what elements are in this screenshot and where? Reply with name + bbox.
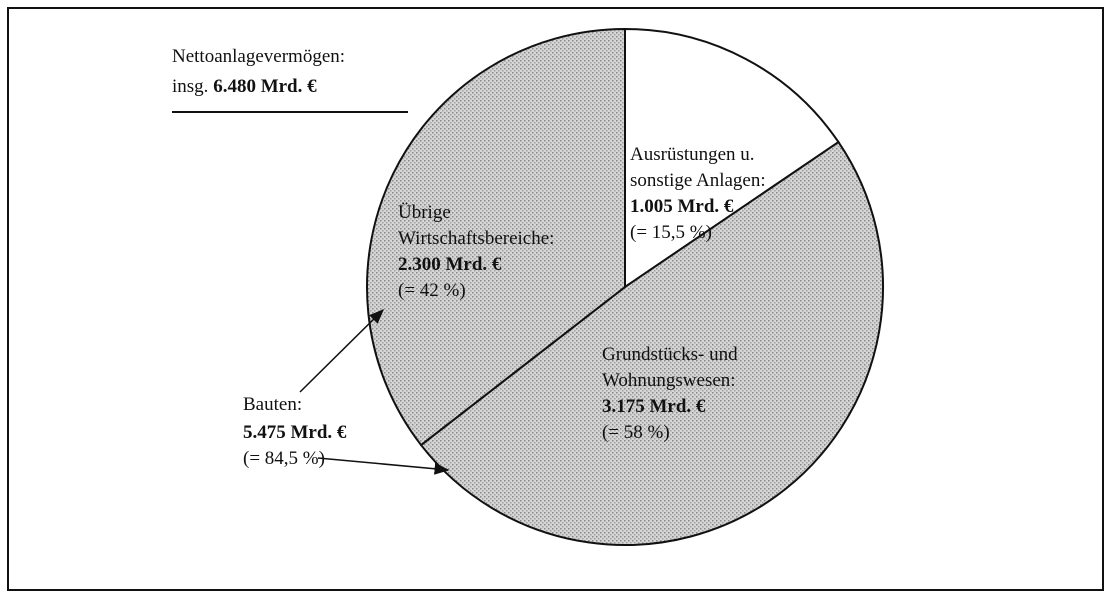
arrow: [299, 308, 385, 393]
slice-share-label: (= 42 %): [398, 280, 466, 301]
slice-label: Wohnungswesen:: [602, 370, 736, 391]
slice-label: Übrige: [398, 202, 451, 223]
group-value-label: 5.475 Mrd. €: [243, 422, 347, 443]
pie: [366, 27, 884, 546]
group-label: Bauten:: [243, 394, 302, 415]
title-line: insg. 6.480 Mrd. €: [172, 76, 317, 97]
slice-share-label: (= 15,5 %): [630, 222, 712, 243]
pie-slice: [419, 140, 884, 546]
slice-share-label: (= 58 %): [602, 422, 670, 443]
pie-slice: [624, 27, 840, 289]
slice-value-label: 1.005 Mrd. €: [630, 196, 734, 217]
slice-value-label: 3.175 Mrd. €: [602, 396, 706, 417]
title-prefix: insg.: [172, 76, 208, 97]
slice-label: Wirtschaftsbereiche:: [398, 228, 554, 249]
pie-slice: [366, 27, 626, 447]
slice-label: sonstige Anlagen:: [630, 170, 766, 191]
slice-label: Ausrüstungen u.: [630, 144, 755, 165]
title-line: Nettoanlagevermögen:: [172, 46, 345, 67]
arrow: [317, 457, 450, 475]
total-label: 6.480 Mrd. €: [213, 76, 317, 97]
slice-label: Grundstücks- und: [602, 344, 738, 365]
frame: [7, 7, 1104, 591]
group-share-label: (= 84,5 %): [243, 448, 325, 469]
slice-value-label: 2.300 Mrd. €: [398, 254, 502, 275]
